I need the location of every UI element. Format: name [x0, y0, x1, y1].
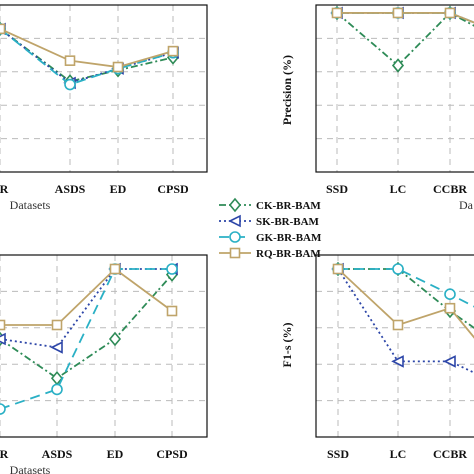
x-tick-label: CCBR [433, 182, 467, 196]
data-point-rq-br-bam [444, 302, 456, 314]
x-axis-label: Datasets [10, 198, 51, 212]
legend: CK-BR-BAM SK-BR-BAM GK-BR-BAM RQ-BR-BAM [215, 196, 322, 274]
chart-panel-1: BR ASDS ED CPSD Datasets [0, 4, 208, 212]
data-point-rq-br-bam [332, 263, 344, 275]
x-tick-label: ED [107, 447, 124, 461]
data-point-sk-br-bam [391, 355, 404, 368]
plot-area [0, 21, 180, 91]
data-point-rq-br-bam [167, 45, 179, 57]
series-line-rq-br-bam [337, 12, 474, 24]
panels: BR ASDS ED CPSD Datasets SSD LC CCBR Da Precision… [0, 4, 474, 474]
data-point-rq-br-bam [0, 23, 6, 35]
axes-frame [0, 4, 208, 173]
data-point-gk-br-bam [64, 78, 76, 91]
data-point-rq-br-bam [392, 7, 404, 19]
data-point-rq-br-bam [444, 7, 456, 19]
data-point-gk-br-bam [166, 263, 178, 275]
plot-area [331, 261, 474, 374]
data-point-rq-br-bam [166, 305, 178, 317]
legend-label: GK-BR-BAM [256, 232, 322, 244]
legend-label: SK-BR-BAM [256, 216, 320, 228]
legend-marker [228, 214, 241, 228]
axes-frame [0, 254, 208, 438]
data-point-rq-br-bam [109, 263, 121, 275]
series-line-ck-br-bam [338, 268, 474, 329]
data-point-sk-br-bam [50, 341, 63, 354]
axes-frame [315, 4, 474, 173]
data-point-gk-br-bam [444, 288, 456, 301]
x-tick-label: CPSD [156, 447, 188, 461]
x-tick-label: SSD [327, 447, 349, 461]
data-point-ck-br-bam [108, 331, 122, 347]
data-point-sk-br-bam [0, 332, 6, 346]
x-tick-label: CCBR [433, 447, 467, 461]
data-point-gk-br-bam [51, 383, 63, 396]
series-line-gk-br-bam [0, 268, 172, 410]
data-point-rq-br-bam [331, 7, 343, 19]
x-tick-label: BR [0, 182, 9, 196]
x-tick-label: ASDS [55, 182, 86, 196]
series-line-ck-br-bam [336, 11, 474, 67]
x-axis-label: Da [459, 198, 474, 212]
series-line-rq-br-bam [0, 28, 174, 68]
series-line-rq-br-bam [337, 268, 474, 339]
plot-area [330, 5, 474, 73]
series-line-sk-br-bam [0, 268, 172, 349]
series-line-ck-br-bam [0, 274, 173, 380]
legend-entry-rq-br-bam: RQ-BR-BAM [219, 247, 321, 260]
x-tick-label: CPSD [157, 182, 189, 196]
chart-panel-2: SSD LC CCBR Da Precision (%) [280, 4, 474, 212]
x-tick-label: LC [390, 447, 407, 461]
series-line-gk-br-bam [338, 268, 474, 308]
data-point-rq-br-bam [64, 55, 76, 66]
chart-panel-4: SSD LC CCBR F1-s (%) [280, 254, 474, 461]
legend-entry-gk-br-bam: GK-BR-BAM [219, 231, 322, 244]
x-tick-label: SSD [326, 182, 348, 196]
legend-entry-ck-br-bam: CK-BR-BAM [219, 197, 321, 213]
data-point-gk-br-bam [392, 263, 404, 275]
data-point-rq-br-bam [51, 319, 63, 331]
data-point-sk-br-bam [443, 355, 456, 368]
data-point-rq-br-bam [0, 319, 6, 331]
series-line-rq-br-bam [0, 267, 173, 326]
x-axis-label: Datasets [10, 463, 51, 474]
series-line-ck-br-bam [0, 28, 174, 83]
y-axis-label: F1-s (%) [280, 323, 294, 368]
legend-marker [229, 231, 241, 243]
x-tick-label: ASDS [42, 447, 73, 461]
legend-entry-sk-br-bam: SK-BR-BAM [219, 214, 320, 228]
series-line-sk-br-bam [0, 28, 174, 84]
data-point-ck-br-bam [391, 58, 405, 73]
x-tick-label: ED [110, 182, 127, 196]
grid [0, 5, 207, 172]
x-tick-label: BR [0, 447, 9, 461]
x-tick-label: LC [390, 182, 407, 196]
legend-marker [229, 247, 241, 259]
legend-label: RQ-BR-BAM [256, 248, 321, 260]
data-point-gk-br-bam [0, 403, 6, 415]
y-axis-label: Precision (%) [280, 55, 294, 125]
chart-panel-3: BR ASDS ED CPSD Datasets [0, 254, 208, 474]
legend-marker [228, 197, 242, 213]
series-line-gk-br-bam [0, 28, 174, 86]
grid [316, 5, 474, 172]
legend-label: CK-BR-BAM [256, 200, 321, 212]
plot-area [0, 262, 179, 415]
grid [316, 255, 474, 437]
series-line-sk-br-bam [337, 268, 474, 374]
axes-frame [315, 254, 474, 438]
data-point-rq-br-bam [112, 61, 124, 73]
data-point-rq-br-bam [392, 319, 404, 331]
